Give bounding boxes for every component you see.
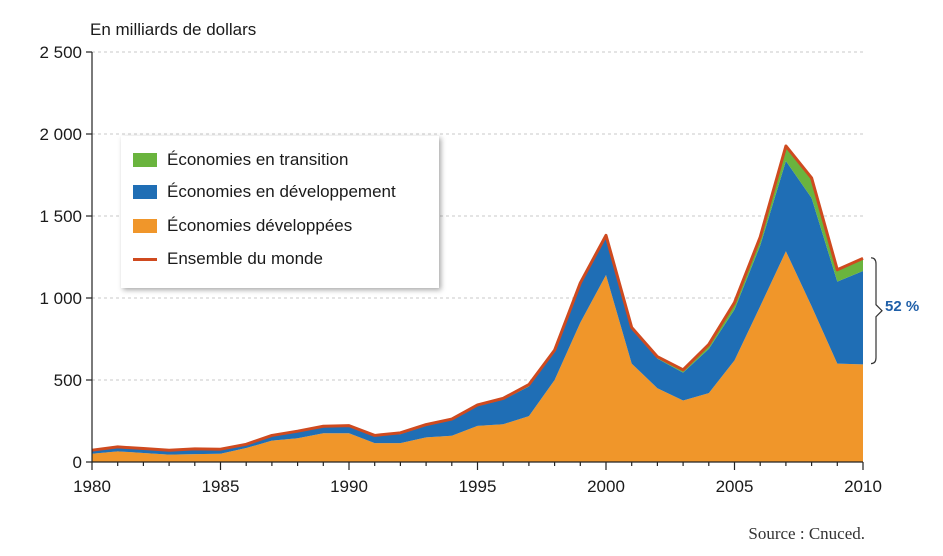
legend-swatch-developed (133, 219, 157, 233)
total-line (91, 144, 864, 452)
legend-swatch-developing (133, 185, 157, 199)
annotation-label: 52 % (885, 298, 920, 315)
x-tick-label-2000: 2000 (587, 477, 625, 496)
y-tick-label-1500: 1 500 (39, 207, 82, 226)
area-series (92, 146, 863, 462)
legend-line-world (133, 257, 157, 261)
area-economies-en-developpement (92, 161, 863, 455)
x-tick-label-1985: 1985 (202, 477, 240, 496)
area-economies-developpees (92, 251, 863, 462)
total-line-group (91, 144, 864, 452)
source-note: Source : Cnuced. (748, 524, 865, 543)
legend-swatch-transition (133, 153, 157, 167)
x-tick-label-1995: 1995 (459, 477, 497, 496)
legend-label-developed: Économies développées (167, 216, 353, 235)
y-tick-label-2000: 2 000 (39, 125, 82, 144)
legend-item-transition: Économies en transition (133, 148, 348, 172)
x-tick-label-2010: 2010 (844, 477, 882, 496)
y-tick-label-2500: 2 500 (39, 43, 82, 62)
unit-label: En milliards de dollars (90, 20, 257, 39)
x-tick-label-2005: 2005 (716, 477, 754, 496)
y-tick-label-0: 0 (73, 453, 82, 472)
legend-item-world: Ensemble du monde (133, 247, 323, 271)
legend-label-transition: Économies en transition (167, 150, 349, 169)
x-tick-label-1990: 1990 (330, 477, 368, 496)
x-tick-label-1980: 1980 (73, 477, 111, 496)
legend-label-world: Ensemble du monde (167, 249, 323, 268)
annotation-bracket (870, 257, 883, 365)
annotation-group (870, 257, 883, 365)
legend-label-developing: Économies en développement (167, 182, 396, 201)
y-tick-label-1000: 1 000 (39, 289, 82, 308)
legend-item-developed: Économies développées (133, 214, 352, 238)
axes: 0 500 1 000 1 500 2 000 2 500 1980 1985 1990 1995… (39, 43, 881, 496)
y-tick-label-500: 500 (54, 371, 82, 390)
legend-item-developing: Économies en développement (133, 180, 396, 204)
legend: Économies en transition Économies en dév… (121, 136, 439, 288)
